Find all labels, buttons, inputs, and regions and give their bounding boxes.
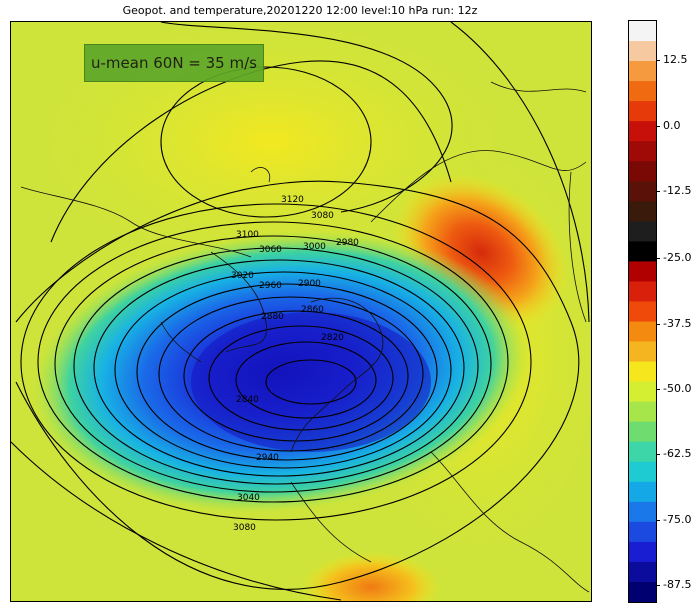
colorbar-tick: -37.5 — [656, 317, 691, 330]
colorbar-tick: -87.5 — [656, 578, 691, 591]
coastlines — [20, 81, 590, 593]
contour-label: 2980 — [336, 238, 359, 248]
colorbar-band — [629, 301, 656, 323]
colorbar-band — [629, 141, 656, 162]
colorbar-band — [629, 201, 656, 222]
colorbar-tick: -50.0 — [656, 382, 691, 395]
colorbar-band — [629, 121, 656, 142]
colorbar-band — [629, 361, 656, 383]
contour-label: 2880 — [261, 312, 284, 322]
map-panel: 3120 3100 3080 3060 3000 2980 3020 2960 … — [10, 21, 592, 602]
colorbar-band — [629, 221, 656, 242]
colorbar-tick: -62.5 — [656, 447, 691, 460]
colorbar-band — [629, 561, 656, 583]
contour-label: 2900 — [298, 279, 321, 289]
u-mean-annotation: u-mean 60N = 35 m/s — [84, 44, 264, 82]
colorbar-band — [629, 421, 656, 443]
colorbar-band — [629, 461, 656, 483]
contour-label: 3000 — [303, 242, 326, 252]
chart-title: Geopot. and temperature,20201220 12:00 l… — [122, 4, 478, 17]
contour-label: 2860 — [301, 305, 324, 315]
colorbar-band — [629, 441, 656, 463]
contour-label: 3080 — [233, 523, 256, 533]
colorbar-band — [629, 321, 656, 343]
contour-label: 3120 — [281, 195, 304, 205]
contour-label: 2940 — [256, 453, 279, 463]
colorbar-band — [629, 501, 656, 523]
vortex-deep-core — [191, 312, 431, 452]
colorbar-band — [629, 581, 656, 602]
colorbar-band — [629, 261, 656, 283]
colorbar-band — [629, 381, 656, 403]
contour-labels: 3120 3100 3080 3060 3000 2980 3020 2960 … — [231, 195, 359, 533]
map-canvas: 3120 3100 3080 3060 3000 2980 3020 2960 … — [11, 22, 591, 601]
colorbar — [628, 20, 657, 603]
colorbar-gradient — [629, 21, 656, 602]
warm-region-north — [41, 22, 501, 262]
contour-label: 2960 — [259, 281, 282, 291]
colorbar-band — [629, 481, 656, 503]
contour-label: 3020 — [231, 271, 254, 281]
colorbar-band — [629, 181, 656, 202]
colorbar-band — [629, 61, 656, 82]
colorbar-tick: -12.5 — [656, 184, 691, 197]
contour-label: 2840 — [236, 395, 259, 405]
colorbar-band — [629, 401, 656, 423]
colorbar-tick: -75.0 — [656, 513, 691, 526]
colorbar-band — [629, 81, 656, 102]
contour-label: 3040 — [237, 493, 260, 503]
contour-label: 3080 — [311, 211, 334, 221]
colorbar-tick: 12.5 — [656, 53, 688, 66]
colorbar-band — [629, 281, 656, 303]
colorbar-band — [629, 41, 656, 62]
colorbar-tick: 0.0 — [656, 119, 681, 132]
contour-label: 3100 — [236, 230, 259, 240]
colorbar-band — [629, 241, 656, 263]
colorbar-ticks: 12.5 0.0 -12.5 -25.0 -37.5 -50.0 -62.5 -… — [656, 20, 700, 601]
colorbar-band — [629, 161, 656, 182]
geopotential-contours — [11, 22, 590, 601]
colorbar-band — [629, 341, 656, 363]
contour-label: 3060 — [259, 245, 282, 255]
colorbar-band — [629, 541, 656, 563]
colorbar-band — [629, 521, 656, 543]
warm-anomaly-south — [301, 552, 441, 601]
colorbar-band — [629, 21, 656, 42]
colorbar-tick: -25.0 — [656, 251, 691, 264]
colorbar-band — [629, 101, 656, 122]
contour-label: 2820 — [321, 333, 344, 343]
